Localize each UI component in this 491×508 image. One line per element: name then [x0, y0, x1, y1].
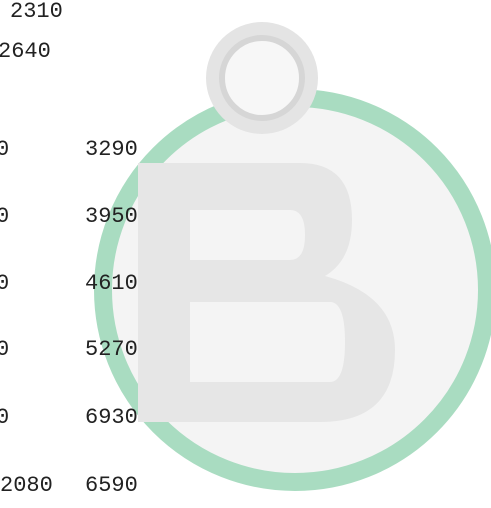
text-cell: 0 — [0, 137, 10, 162]
watermark-tab-hole — [219, 35, 305, 121]
text-cell: 0 — [0, 271, 10, 296]
text-cell: 3950 — [85, 204, 138, 229]
text-cell: 5270 — [85, 337, 138, 362]
text-cell: 3290 — [85, 137, 138, 162]
text-cell: 2310 — [10, 0, 63, 24]
text-cell: 4610 — [85, 271, 138, 296]
text-cell: 2080 — [0, 473, 53, 498]
text-cell: 0 — [0, 337, 10, 362]
text-cell: 6930 — [85, 405, 138, 430]
watermark-letter — [138, 163, 395, 422]
text-cell: 2640 — [0, 39, 51, 64]
text-cell: 6590 — [85, 473, 138, 498]
text-cell: 0 — [0, 204, 10, 229]
text-cell: 0 — [0, 405, 10, 430]
